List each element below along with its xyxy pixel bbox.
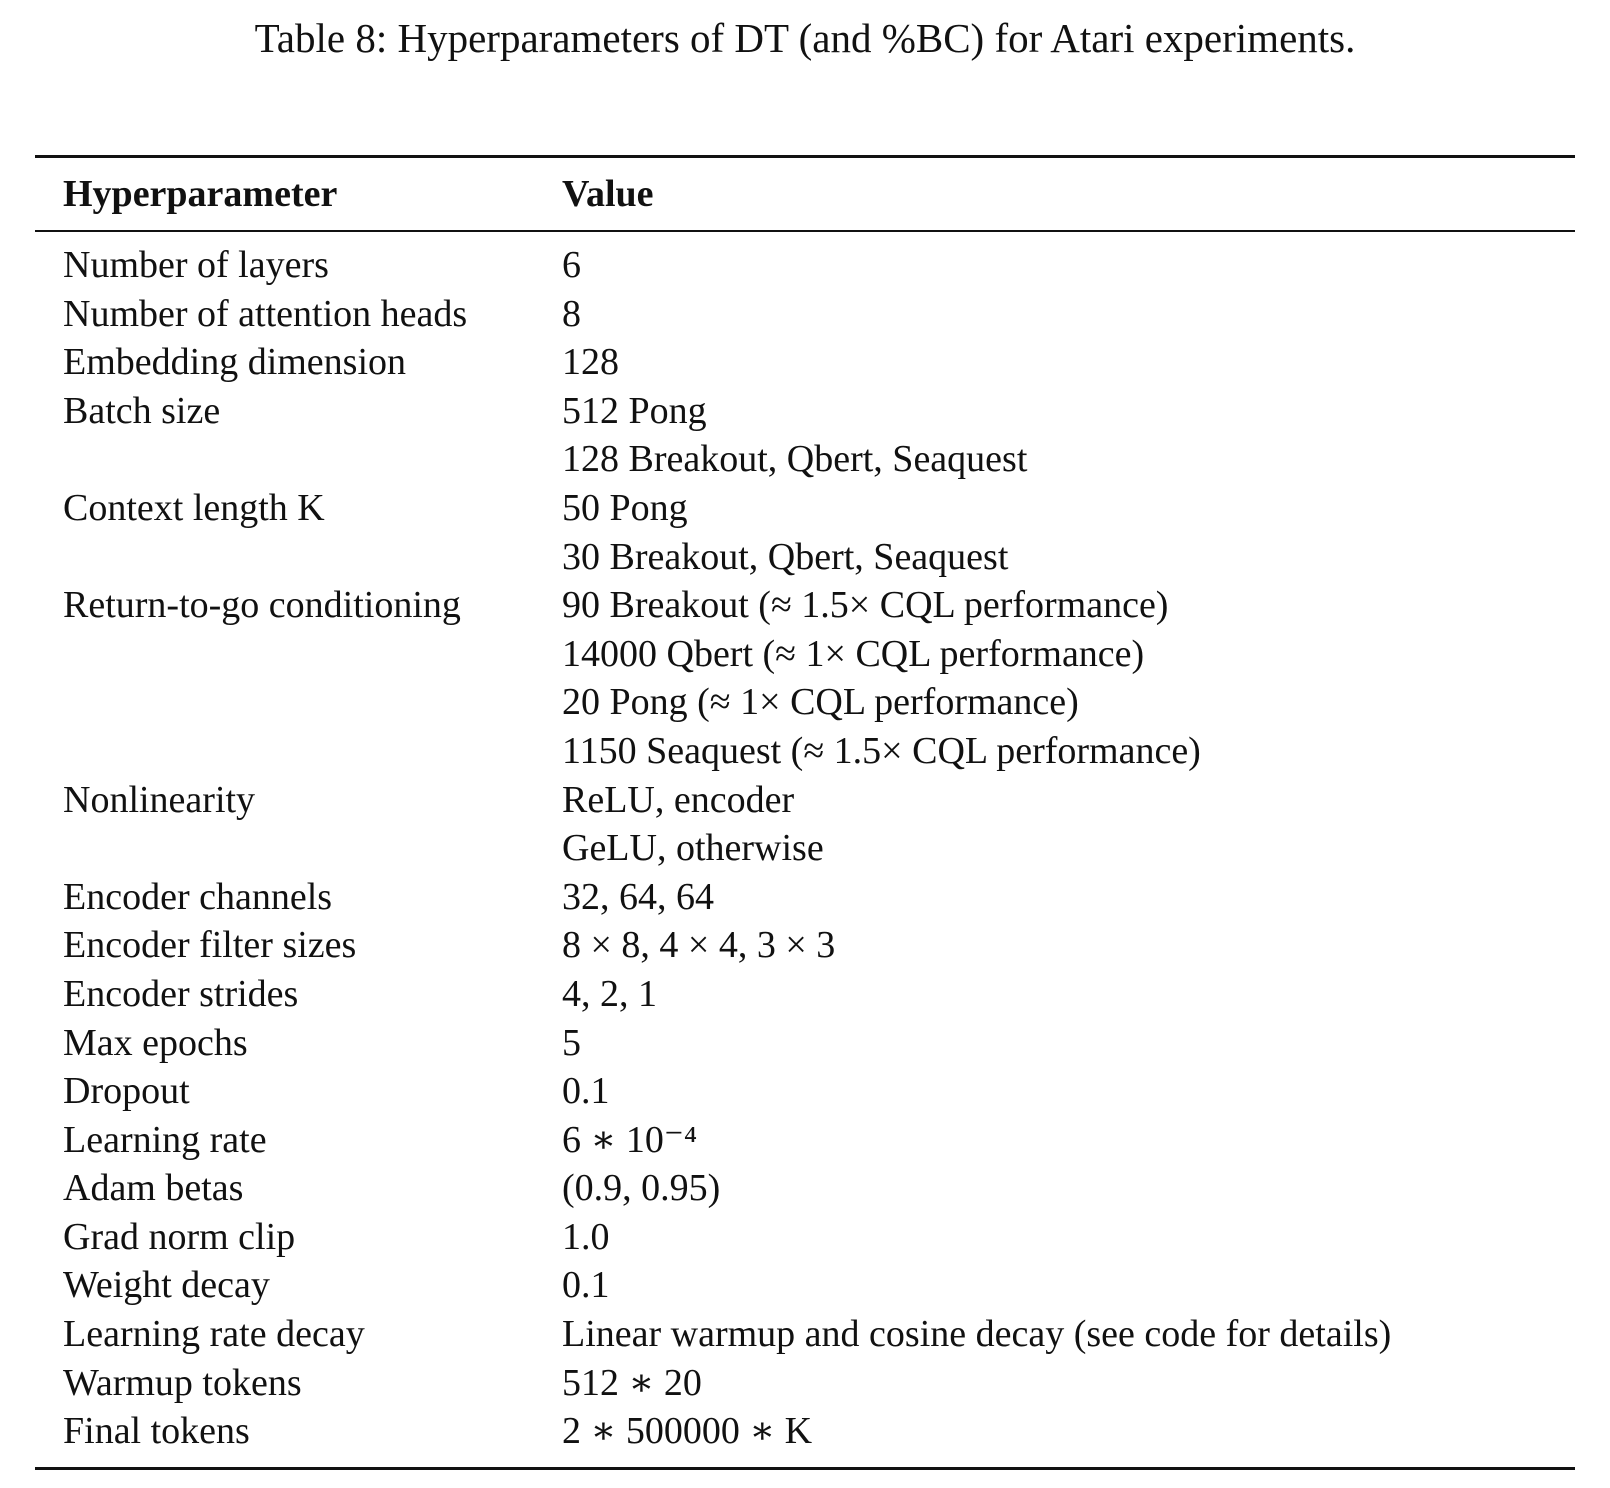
table-row: Max epochs 5: [35, 1019, 1575, 1068]
hyperparameter-name: Embedding dimension: [63, 341, 407, 384]
hyperparameter-name: Warmup tokens: [63, 1361, 302, 1404]
table-row: Learning rate decay Linear warmup and cos…: [35, 1310, 1575, 1359]
value-line: 0.1: [562, 1264, 610, 1307]
table-row: Number of attention heads 8: [35, 290, 1575, 339]
table-row: Final tokens 2 ∗ 500000 ∗ K: [35, 1407, 1575, 1456]
table-caption: Table 8: Hyperparameters of DT (and %BC)…: [254, 15, 1356, 61]
table-row: Grad norm clip 1.0: [35, 1213, 1575, 1262]
table-row: Encoder filter sizes 8 × 8, 4 × 4, 3 × 3: [35, 921, 1575, 970]
value-line: 512 ∗ 20: [562, 1361, 702, 1404]
hyperparameter-value: 512 ∗ 20: [562, 1359, 1575, 1408]
hyperparameter-value: 8: [562, 290, 1575, 339]
table-row: Encoder strides 4, 2, 1: [35, 970, 1575, 1019]
value-line: 8 × 8, 4 × 4, 3 × 3: [562, 924, 836, 967]
hyperparameter-value: 0.1: [562, 1067, 1575, 1116]
value-line: Linear warmup and cosine decay (see code…: [562, 1313, 1392, 1356]
top-rule: [35, 155, 1575, 158]
table-row: Dropout 0.1: [35, 1067, 1575, 1116]
value-line: (0.9, 0.95): [562, 1167, 721, 1210]
value-line: 6: [562, 244, 581, 286]
hyperparameter-table: Hyperparameter Value Number of layers 6 Nu…: [35, 155, 1575, 1470]
hyperparameter-value: Linear warmup and cosine decay (see code…: [562, 1310, 1575, 1359]
value-line: 128 Breakout, Qbert, Seaquest: [562, 438, 1028, 481]
hyperparameter-value: 6: [562, 241, 1575, 290]
hyperparameter-name: Dropout: [63, 1070, 190, 1113]
hyperparameter-name: Encoder filter sizes: [63, 924, 357, 967]
hyperparameter-name: Number of layers: [63, 244, 329, 286]
hyperparameter-value: 32, 64, 64: [562, 873, 1575, 922]
table-body: Number of layers 6 Number of attention hea…: [35, 232, 1575, 1467]
value-line: 5: [562, 1021, 581, 1064]
hyperparameter-name: Final tokens: [63, 1410, 250, 1453]
hyperparameter-value: 8 × 8, 4 × 4, 3 × 3: [562, 921, 1575, 970]
hyperparameter-value: 2 ∗ 500000 ∗ K: [562, 1407, 1575, 1456]
hyperparameter-name: Adam betas: [63, 1167, 244, 1210]
table-row: Encoder channels 32, 64, 64: [35, 873, 1575, 922]
hyperparameter-name: Batch size: [63, 389, 221, 432]
value-line: GeLU, otherwise: [562, 827, 824, 870]
value-line: 0.1: [562, 1070, 610, 1113]
value-line: ReLU, encoder: [562, 778, 795, 821]
value-line: 4, 2, 1: [562, 972, 657, 1015]
hyperparameter-name: Max epochs: [63, 1021, 248, 1064]
hyperparameter-name: Nonlinearity: [63, 778, 256, 821]
table-header-row: Hyperparameter Value: [35, 158, 1575, 230]
hyperparameter-value: 1.0: [562, 1213, 1575, 1262]
value-line: 128: [562, 341, 619, 384]
hyperparameter-value: 0.1: [562, 1261, 1575, 1310]
hyperparameter-value: 512 Pong 128 Breakout, Qbert, Seaquest: [562, 387, 1575, 484]
header-rule: [35, 230, 1575, 232]
hyperparameter-value: (0.9, 0.95): [562, 1164, 1575, 1213]
value-line: 90 Breakout (≈ 1.5× CQL performance): [562, 584, 1169, 627]
hyperparameter-name: Learning rate: [63, 1118, 267, 1161]
hyperparameter-name: Encoder strides: [63, 972, 299, 1015]
hyperparameter-value: 50 Pong 30 Breakout, Qbert, Seaquest: [562, 484, 1575, 581]
table-row: Number of layers 6: [35, 241, 1575, 290]
hyperparameter-name: Learning rate decay: [63, 1313, 365, 1356]
value-line: 32, 64, 64: [562, 875, 714, 918]
hyperparameter-value: 6 ∗ 10⁻⁴: [562, 1116, 1575, 1165]
value-line: 8: [562, 292, 581, 335]
table-row: Learning rate 6 ∗ 10⁻⁴: [35, 1116, 1575, 1165]
table-row: Return-to-go conditioning 90 Breakout (≈ …: [35, 581, 1575, 775]
value-line: 50 Pong: [562, 486, 688, 529]
value-line: 20 Pong (≈ 1× CQL performance): [562, 681, 1079, 724]
header-hyperparameter: Hyperparameter: [63, 173, 338, 215]
hyperparameter-name: Context length K: [63, 486, 325, 529]
table-row: Warmup tokens 512 ∗ 20: [35, 1359, 1575, 1408]
hyperparameter-name: Return-to-go conditioning: [63, 584, 461, 627]
table-row: Batch size 512 Pong 128 Breakout, Qbert, S…: [35, 387, 1575, 484]
table-row: Nonlinearity ReLU, encoder GeLU, otherwise: [35, 776, 1575, 873]
table-row: Weight decay 0.1: [35, 1261, 1575, 1310]
hyperparameter-value: 128: [562, 338, 1575, 387]
hyperparameter-name: Encoder channels: [63, 875, 333, 918]
value-line: 1150 Seaquest (≈ 1.5× CQL performance): [562, 729, 1201, 772]
hyperparameter-name: Grad norm clip: [63, 1215, 296, 1258]
hyperparameter-value: 90 Breakout (≈ 1.5× CQL performance) 1400…: [562, 581, 1575, 775]
value-line: 2 ∗ 500000 ∗ K: [562, 1410, 813, 1453]
value-line: 30 Breakout, Qbert, Seaquest: [562, 535, 1009, 578]
table-row: Context length K 50 Pong 30 Breakout, Qber…: [35, 484, 1575, 581]
value-line: 6 ∗ 10⁻⁴: [562, 1118, 698, 1161]
value-line: 14000 Qbert (≈ 1× CQL performance): [562, 632, 1145, 675]
value-line: 1.0: [562, 1215, 610, 1258]
hyperparameter-value: ReLU, encoder GeLU, otherwise: [562, 776, 1575, 873]
hyperparameter-value: 5: [562, 1019, 1575, 1068]
value-line: 512 Pong: [562, 389, 707, 432]
table-row: Embedding dimension 128: [35, 338, 1575, 387]
hyperparameter-value: 4, 2, 1: [562, 970, 1575, 1019]
hyperparameter-name: Weight decay: [63, 1264, 270, 1307]
header-value: Value: [562, 173, 654, 215]
bottom-rule: [35, 1466, 1575, 1470]
table-row: Adam betas (0.9, 0.95): [35, 1164, 1575, 1213]
hyperparameter-name: Number of attention heads: [63, 292, 468, 335]
